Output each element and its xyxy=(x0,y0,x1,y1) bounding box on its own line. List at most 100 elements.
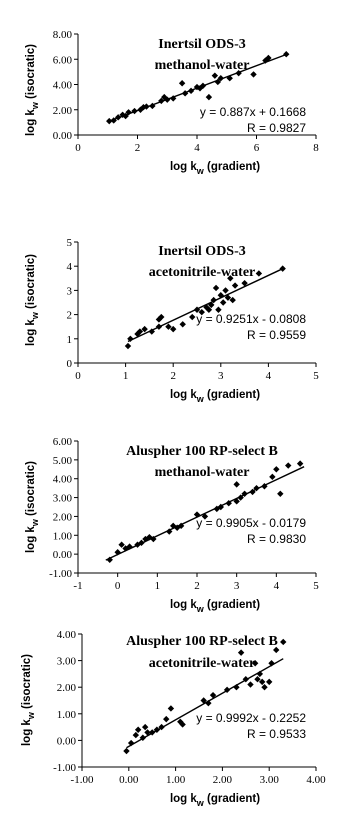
data-point xyxy=(136,328,144,335)
y-tick-label: 3.00 xyxy=(57,656,77,668)
data-point xyxy=(110,117,117,124)
data-point xyxy=(131,107,138,115)
data-point xyxy=(219,299,227,306)
data-point xyxy=(187,87,195,95)
data-point xyxy=(222,287,229,294)
data-point xyxy=(254,676,261,683)
data-point xyxy=(150,535,157,543)
regression-equation: y = 0.9905x - 0.0179 xyxy=(196,516,306,530)
x-axis-label: log kw (gradient) xyxy=(170,793,260,808)
data-point xyxy=(177,718,184,725)
y-tick-label: 2 xyxy=(67,310,73,322)
data-point xyxy=(209,691,217,699)
data-point xyxy=(241,490,248,497)
chart-subtitle: methanol-water xyxy=(155,58,250,73)
x-tick-label: 5 xyxy=(313,580,319,592)
x-tick-label: -1.00 xyxy=(71,774,94,786)
y-tick-label: 2.00 xyxy=(57,682,77,694)
data-point xyxy=(149,102,156,110)
y-tick-label: 4.00 xyxy=(57,629,77,641)
chart-subtitle: acetonitrile-water xyxy=(149,656,256,671)
data-point xyxy=(166,528,173,535)
y-tick-label: 0.00 xyxy=(53,549,73,561)
data-point xyxy=(123,747,130,755)
data-point xyxy=(253,484,260,492)
data-point xyxy=(208,301,215,309)
chart-title: Inertsil ODS-3 xyxy=(158,244,246,259)
data-point xyxy=(229,296,236,304)
data-point xyxy=(217,74,224,82)
correlation-r: R = 0.9533 xyxy=(247,727,306,741)
data-point xyxy=(233,498,240,505)
data-point xyxy=(114,114,122,121)
data-point xyxy=(170,95,177,102)
x-tick-label: 8 xyxy=(313,142,319,154)
data-point xyxy=(235,69,242,77)
trendline xyxy=(127,268,283,343)
x-axis-label: log kw (gradient) xyxy=(170,389,260,404)
x-tick-label: 0 xyxy=(75,142,81,154)
data-point xyxy=(189,313,196,321)
y-tick-label: -1.00 xyxy=(49,568,72,580)
data-point xyxy=(223,686,231,694)
y-tick-label: 4.00 xyxy=(53,474,73,486)
data-point xyxy=(165,323,172,330)
data-point xyxy=(126,543,133,550)
data-point xyxy=(114,549,121,556)
data-point xyxy=(215,306,222,313)
y-tick-label: 2.00 xyxy=(53,105,73,117)
data-point xyxy=(141,325,148,333)
x-tick-label: 2.00 xyxy=(213,774,233,786)
regression-equation: y = 0.9992x - 0.2252 xyxy=(196,711,306,725)
data-point xyxy=(201,513,209,520)
data-point xyxy=(193,511,201,518)
x-tick-label: 0 xyxy=(115,580,121,592)
x-tick-label: 2 xyxy=(194,580,200,592)
x-tick-label: 3 xyxy=(234,580,240,592)
correlation-r: R = 0.9830 xyxy=(247,532,306,546)
chart-panel-2: 0 1 2 3 4 5 0 1 2 3 4 5 Inertsil ODS-3 acetonitrile-w… xyxy=(25,237,319,404)
data-point xyxy=(231,282,239,289)
data-point xyxy=(265,54,272,62)
x-tick-label: 4 xyxy=(194,142,200,154)
data-point xyxy=(106,117,113,125)
data-point xyxy=(255,270,263,277)
y-tick-label: 0.00 xyxy=(57,735,77,747)
data-point xyxy=(155,323,163,330)
data-point xyxy=(153,726,161,733)
y-tick-label: 0.00 xyxy=(53,130,73,142)
data-point xyxy=(127,335,134,342)
chart-panel-1: 0 2 4 6 8 0.00 2.00 4.00 6.00 8.00 Inertsil ODS-3 m… xyxy=(25,29,319,176)
data-point xyxy=(237,649,245,656)
data-point xyxy=(233,684,240,691)
regression-equation: y = 0.9251x - 0.0808 xyxy=(196,312,306,326)
data-point xyxy=(199,82,207,89)
y-tick-label: 4 xyxy=(67,261,73,273)
data-point xyxy=(212,284,220,292)
data-point xyxy=(226,74,233,82)
y-tick-label: 1.00 xyxy=(57,709,77,721)
data-point xyxy=(164,96,171,103)
data-point xyxy=(141,723,149,731)
data-point xyxy=(163,715,170,723)
x-tick-label: 2 xyxy=(135,142,141,154)
correlation-r: R = 0.9827 xyxy=(247,121,306,135)
data-point xyxy=(237,494,244,501)
data-point xyxy=(179,721,186,728)
x-tick-label: 5 xyxy=(313,370,319,382)
data-point xyxy=(241,279,248,287)
x-tick-label: 0 xyxy=(75,370,81,382)
data-point xyxy=(233,481,240,488)
data-point xyxy=(261,684,268,691)
data-point xyxy=(210,296,217,304)
x-tick-label: 0.00 xyxy=(119,774,139,786)
y-tick-label: 1 xyxy=(67,334,73,346)
data-point xyxy=(224,294,232,301)
chart-title: Inertsil ODS-3 xyxy=(158,37,246,52)
data-point xyxy=(279,265,286,272)
y-axis-label: log kw (isocratic) xyxy=(21,654,36,746)
data-point xyxy=(139,734,147,741)
data-point xyxy=(205,699,212,707)
x-tick-label: 1 xyxy=(155,580,161,592)
data-point xyxy=(256,670,264,678)
